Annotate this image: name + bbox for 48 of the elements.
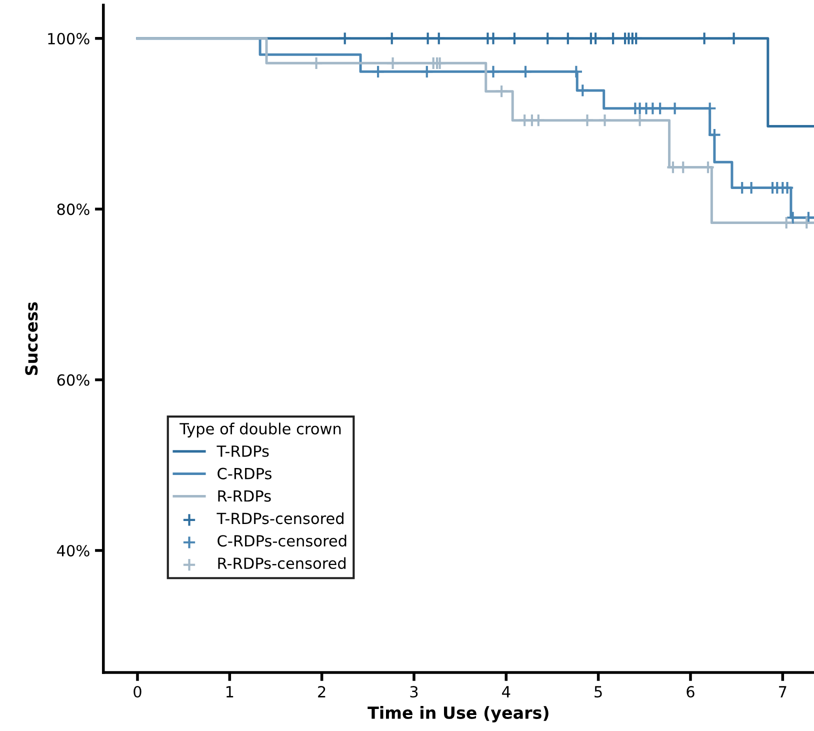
point: [385, 32, 399, 46]
legend-title: Type of double crown: [180, 422, 341, 438]
legend-label: C-RDPs-censored: [218, 534, 346, 547]
point: [420, 32, 435, 46]
y-tick-label: 80%: [57, 204, 90, 216]
y-tick-label: 100%: [48, 32, 90, 44]
point: [508, 32, 522, 46]
x-tick-label: 5: [594, 686, 602, 698]
point: [708, 128, 722, 142]
legend-label: T-RDPs-censored: [216, 512, 344, 524]
point: [702, 102, 717, 116]
x-tick-label: 1: [226, 686, 234, 698]
y-tick-label: 40%: [56, 544, 90, 556]
point: [668, 102, 682, 116]
point: [786, 210, 800, 224]
point: [432, 32, 446, 46]
x-tick-label: 6: [686, 686, 694, 698]
point: [494, 84, 508, 98]
point: [697, 32, 712, 46]
x-tick-label: 0: [134, 686, 142, 698]
point: [486, 64, 500, 79]
point: [540, 32, 554, 46]
point: [569, 64, 584, 79]
y-axis-title: Success: [25, 302, 38, 376]
x-axis-title: Time in Use (years): [368, 706, 548, 722]
x-tick-label: 7: [779, 686, 786, 698]
x-tick-label: 3: [410, 686, 418, 698]
point: [653, 102, 667, 116]
legend-label: R-RDPs: [218, 490, 271, 502]
point: [606, 32, 620, 46]
point: [518, 64, 532, 79]
point: [386, 56, 400, 70]
legend-label: T-RDPs: [216, 446, 269, 457]
point: [632, 113, 647, 128]
y-tick-label: 60%: [57, 374, 90, 386]
legend-label: C-RDPs: [218, 468, 272, 480]
x-tick-label: 2: [318, 686, 326, 698]
point: [420, 64, 434, 79]
point: [561, 32, 575, 46]
point: [598, 113, 612, 128]
legend-label: R-RDPs-censored: [218, 557, 346, 570]
point: [371, 64, 385, 79]
point: [629, 32, 643, 46]
x-tick-label: 4: [502, 686, 510, 698]
point: [338, 32, 352, 46]
point: [726, 32, 741, 46]
point: [580, 113, 594, 128]
point: [309, 56, 324, 70]
